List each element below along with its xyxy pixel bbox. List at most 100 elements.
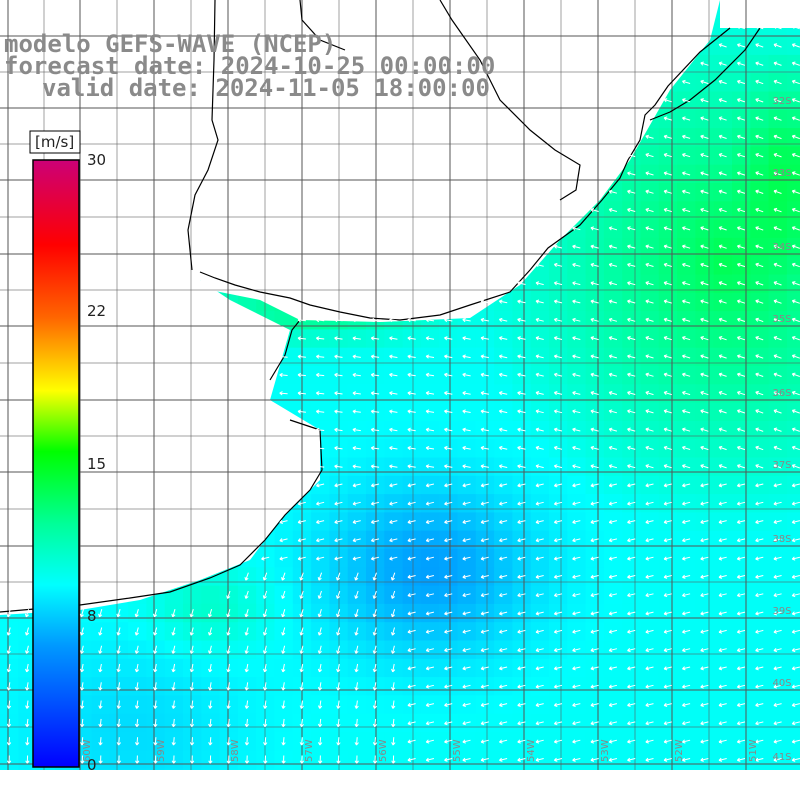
wind-arrow: [279, 372, 288, 378]
wind-arrow: [718, 757, 727, 762]
field-cell: [494, 768, 513, 770]
wind-arrow: [682, 445, 691, 450]
wind-arrow: [645, 189, 654, 194]
wind-arrow: [116, 645, 121, 654]
wind-arrow: [791, 538, 800, 543]
wind-arrow: [663, 317, 672, 322]
wind-arrow: [262, 590, 268, 599]
wind-arrow: [608, 574, 618, 579]
longitude-label: 60W: [82, 739, 93, 762]
latitude-labels: 32S 33S 34S 35S 36S 37S 38S 39S 40S 41S: [772, 96, 791, 763]
field-cell: [274, 768, 294, 770]
wind-arrow: [700, 61, 709, 66]
wind-arrow: [718, 629, 727, 634]
wind-arrow: [425, 721, 435, 726]
wind-arrow: [791, 6, 800, 11]
wind-arrow: [370, 483, 380, 488]
wind-arrow: [663, 757, 672, 762]
wind-arrow: [718, 684, 727, 689]
wind-arrow: [171, 682, 176, 691]
wind-arrow: [791, 98, 800, 103]
wind-arrow: [773, 483, 782, 488]
wind-arrow: [171, 737, 176, 746]
wind-arrow: [553, 299, 563, 304]
wind-arrow: [407, 445, 416, 451]
wind-arrow: [773, 43, 782, 48]
wind-arrow: [389, 446, 398, 451]
longitude-label: 56W: [378, 739, 389, 762]
wind-arrow: [608, 244, 618, 249]
wind-arrow: [336, 682, 341, 691]
wind-arrow: [718, 647, 727, 653]
colorbar-unit-box: [29, 130, 81, 154]
wind-arrow: [372, 737, 378, 746]
wind-arrow: [499, 666, 508, 671]
wind-arrow: [737, 153, 746, 158]
wind-arrow: [736, 538, 746, 543]
wind-arrow: [6, 645, 11, 654]
wind-arrow: [608, 483, 618, 488]
wind-arrow: [499, 629, 508, 634]
wind-arrow: [370, 372, 380, 378]
wind-arrow: [737, 24, 746, 30]
wind-arrow: [663, 134, 672, 139]
wind-arrow: [718, 244, 727, 249]
wind-arrow: [590, 372, 599, 377]
wind-arrow: [226, 609, 231, 618]
wind-arrow: [773, 79, 782, 85]
wind-arrow: [590, 757, 599, 762]
wind-arrow: [6, 663, 11, 673]
wind-arrow: [207, 609, 213, 618]
wind-arrow: [535, 262, 544, 268]
field-cell: [146, 768, 166, 770]
wind-arrow: [791, 207, 800, 213]
wind-arrow: [134, 737, 140, 746]
wind-arrow: [791, 116, 800, 121]
wind-arrow: [553, 354, 563, 359]
wind-arrow: [791, 262, 800, 268]
wind-arrow: [608, 372, 618, 377]
wind-arrow: [425, 391, 435, 396]
wind-arrow: [608, 336, 618, 341]
field-cell: [0, 768, 19, 770]
wind-arrow: [737, 262, 746, 268]
wind-arrow: [389, 317, 398, 323]
wind-arrow: [517, 317, 526, 322]
wind-arrow: [755, 226, 764, 231]
wind-arrow: [773, 593, 782, 598]
wind-arrow: [352, 391, 361, 396]
wind-arrow: [700, 336, 709, 341]
wind-arrow: [444, 354, 453, 359]
wind-arrow: [279, 556, 288, 561]
wind-arrow: [645, 336, 654, 341]
field-cell: [311, 768, 330, 770]
wind-arrow: [98, 627, 103, 636]
wind-arrow: [535, 611, 544, 616]
wind-arrow: [553, 574, 563, 579]
wind-arrow: [444, 666, 453, 671]
wind-arrow: [755, 538, 764, 543]
wind-arrow: [737, 281, 746, 286]
wind-arrow: [263, 737, 268, 746]
wind-arrow: [535, 519, 544, 524]
wind-arrow: [553, 427, 563, 432]
wind-arrow: [153, 718, 158, 728]
wind-arrow: [718, 464, 727, 469]
wind-arrow: [645, 409, 654, 414]
wind-arrow: [590, 464, 599, 469]
wind-arrow: [499, 574, 508, 579]
wind-arrow: [299, 645, 304, 654]
wind-arrow: [773, 427, 782, 432]
wind-arrow: [718, 61, 727, 66]
wind-arrow: [718, 445, 727, 451]
field-cell: [603, 768, 623, 770]
wind-arrow: [755, 207, 764, 213]
wind-arrow: [700, 244, 709, 249]
wind-arrow: [134, 663, 140, 673]
wind-arrow: [370, 519, 380, 524]
wind-arrow: [499, 611, 508, 616]
wind-arrow: [498, 317, 508, 323]
wind-arrow: [499, 538, 508, 543]
wind-arrow: [645, 556, 654, 561]
wind-arrow: [244, 737, 250, 746]
